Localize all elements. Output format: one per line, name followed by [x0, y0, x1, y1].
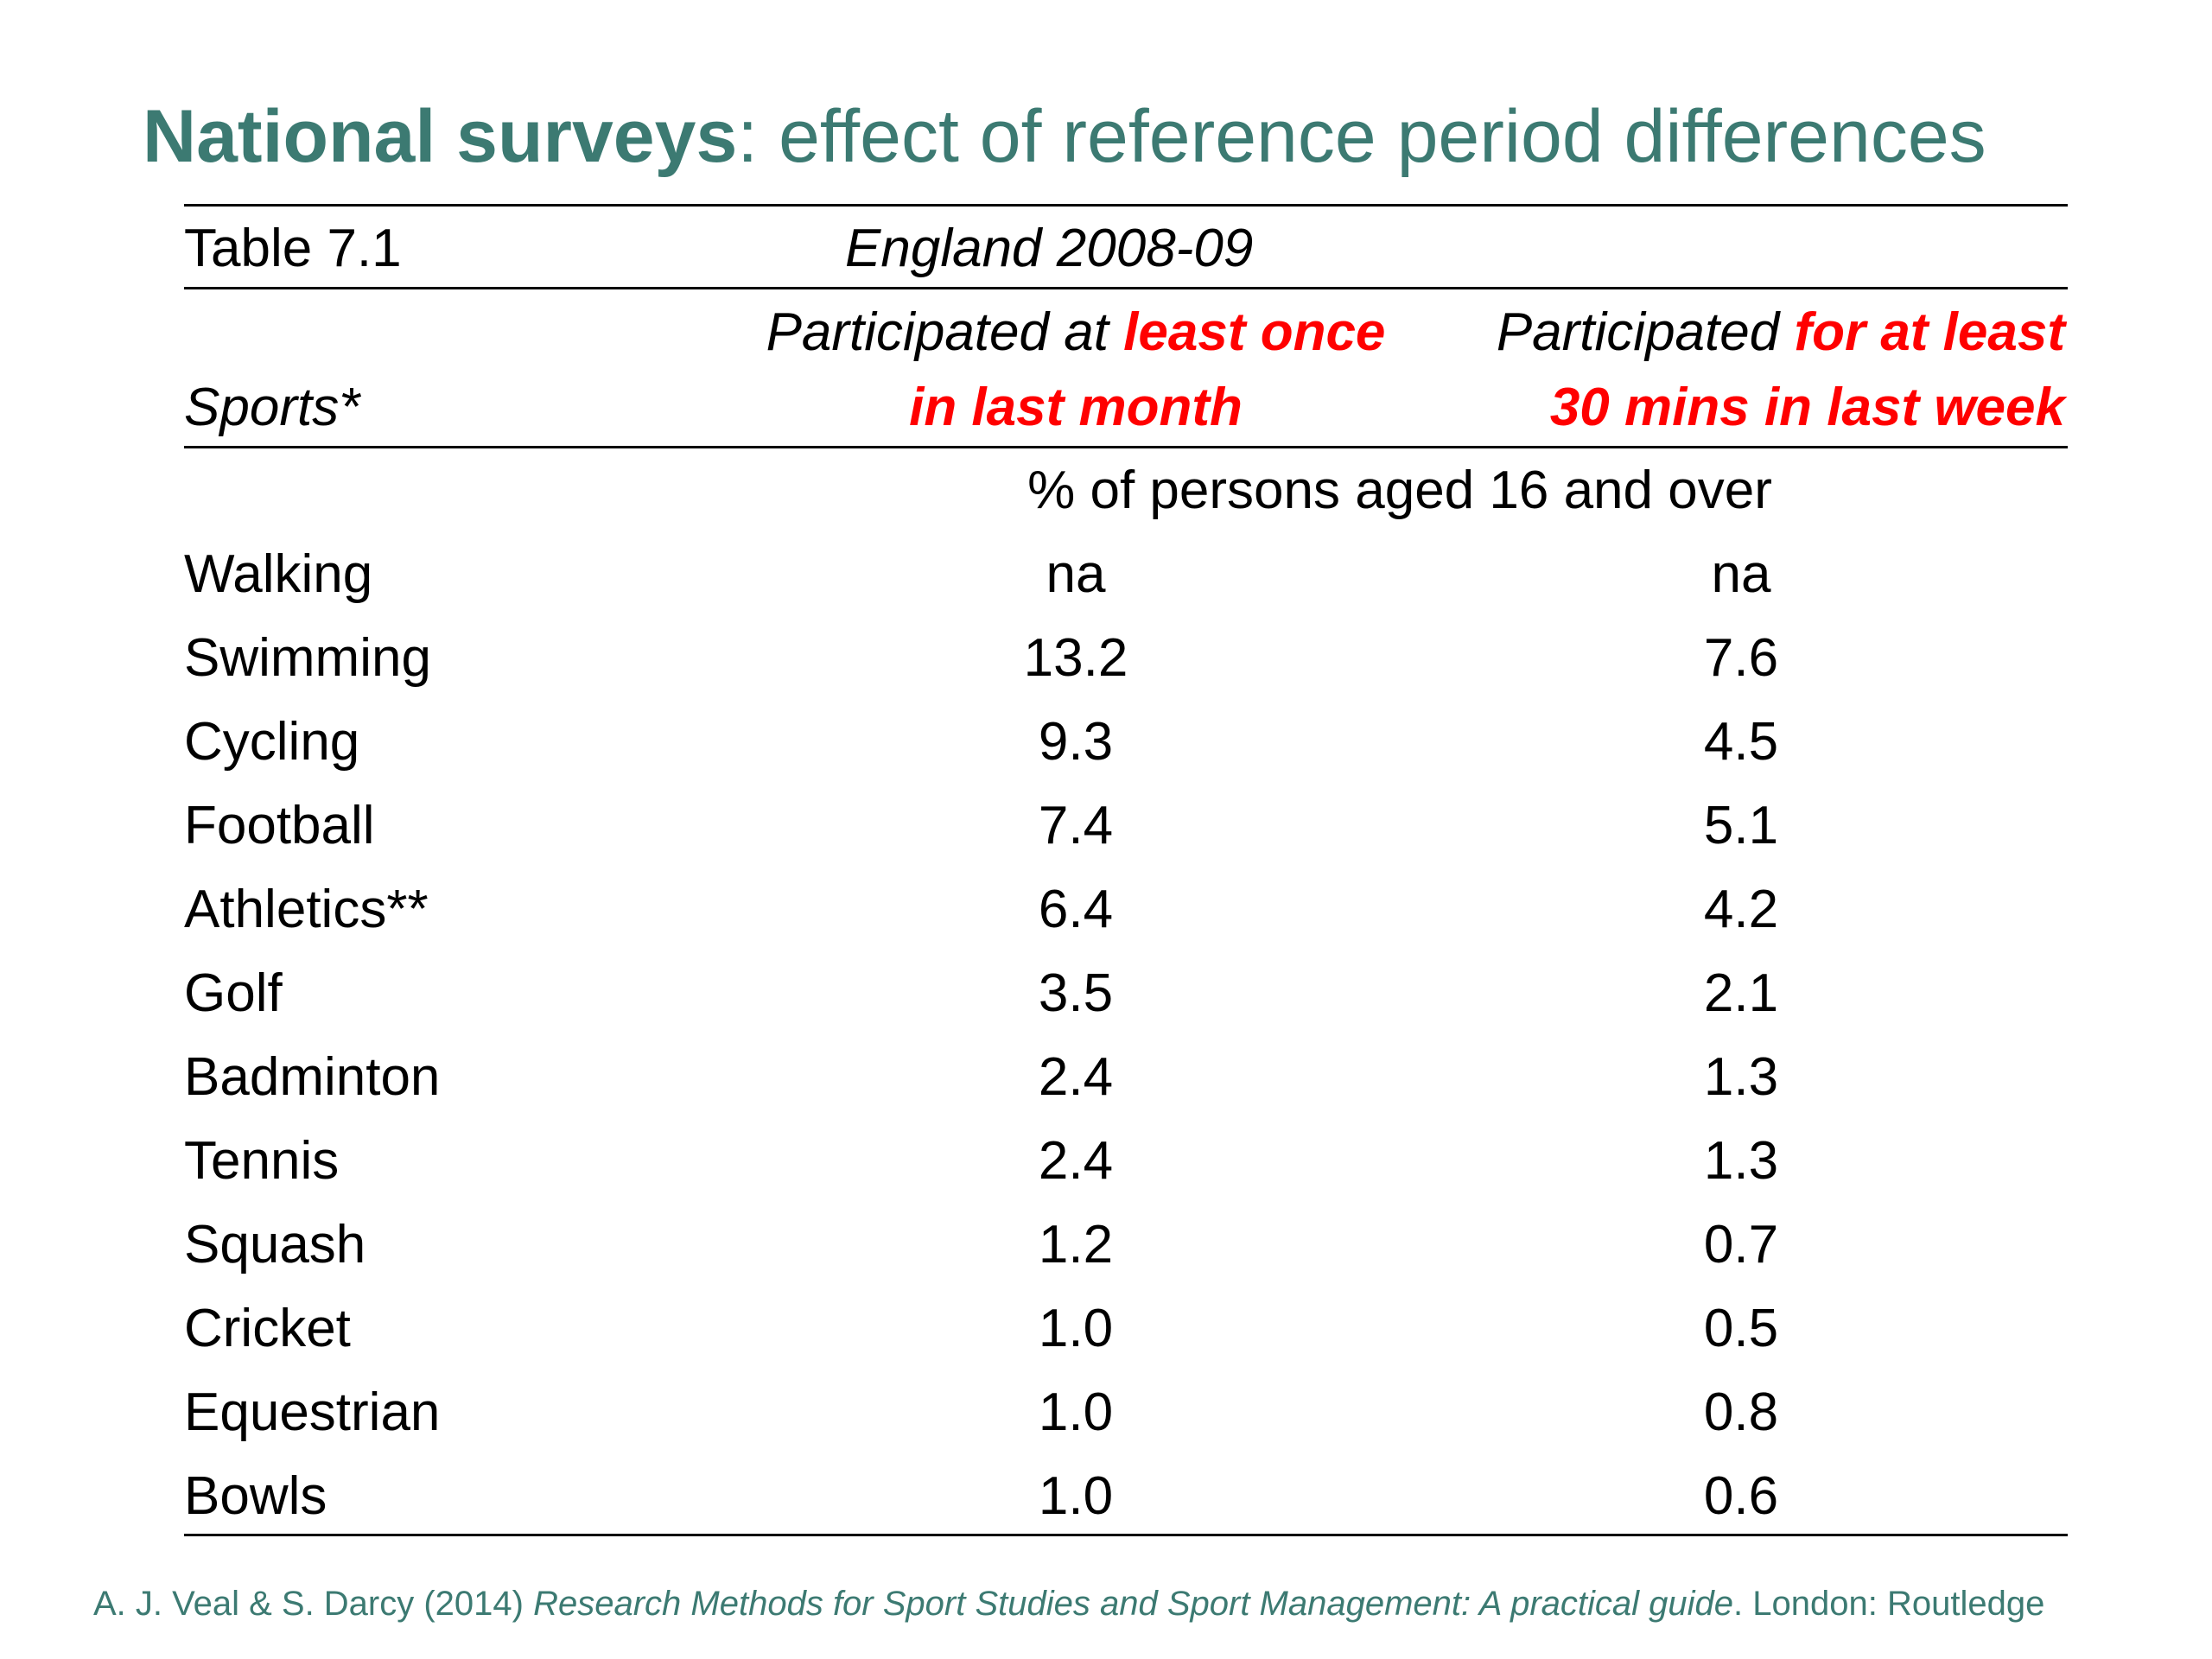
week-value: 7.6 [1703, 628, 1779, 688]
month-value: 2.4 [1038, 1047, 1114, 1107]
week-value: na [1711, 544, 1771, 604]
sport-name: Tennis [184, 1131, 340, 1191]
month-value: na [1046, 544, 1106, 604]
col1-header-line1: Participated at least once [734, 298, 1417, 367]
month-value: 3.5 [1038, 963, 1114, 1023]
table-header-rule [184, 446, 2068, 448]
week-value: 0.7 [1703, 1215, 1779, 1274]
sport-name: Cricket [184, 1299, 351, 1358]
month-value: 2.4 [1038, 1131, 1114, 1191]
citation-book: Research Methods for Sport Studies and S… [533, 1585, 1734, 1623]
week-value: 0.6 [1703, 1466, 1779, 1526]
col2-header-line2: 30 mins in last week [1549, 378, 2065, 437]
week-value: 4.2 [1703, 880, 1779, 939]
month-value: 1.0 [1038, 1299, 1114, 1358]
col1-header-line2: in last month [909, 378, 1243, 437]
sport-name: Walking [184, 544, 373, 604]
week-value: 0.8 [1703, 1382, 1779, 1442]
sport-name: Equestrian [184, 1382, 441, 1442]
table-region: England 2008-09 [845, 219, 1254, 278]
col1-header-highlight1: least once [1123, 302, 1386, 362]
month-value: 6.4 [1038, 880, 1114, 939]
sport-name: Swimming [184, 628, 431, 688]
citation-authors: A. J. Veal & S. Darcy (2014) [93, 1585, 534, 1623]
sport-name: Bowls [184, 1466, 327, 1526]
week-value: 0.5 [1703, 1299, 1779, 1358]
col2-header-line1: Participated for at least [1417, 298, 2065, 367]
col2-header-prefix: Participated [1496, 302, 1795, 362]
month-value: 9.3 [1038, 712, 1114, 772]
sport-name: Squash [184, 1215, 366, 1274]
sport-name: Football [184, 796, 375, 855]
table-number: Table 7.1 [184, 219, 402, 278]
month-value: 1.0 [1038, 1466, 1114, 1526]
sports-column-header: Sports* [184, 378, 360, 437]
month-value: 13.2 [1023, 628, 1128, 688]
table-top-rule [184, 204, 2068, 207]
sport-name: Badminton [184, 1047, 441, 1107]
month-value: 1.0 [1038, 1382, 1114, 1442]
sport-name: Golf [184, 963, 283, 1023]
week-value: 2.1 [1703, 963, 1779, 1023]
sport-name: Athletics** [184, 880, 429, 939]
week-value: 1.3 [1703, 1131, 1779, 1191]
table-region-rule [184, 287, 2068, 289]
week-value: 5.1 [1703, 796, 1779, 855]
col1-header-prefix: Participated at [766, 302, 1124, 362]
citation-publisher: . London: Routledge [1733, 1585, 2045, 1623]
title-bold: National surveys [143, 95, 738, 178]
units-row: % of persons aged 16 and over [1027, 461, 1772, 520]
month-value: 7.4 [1038, 796, 1114, 855]
table-bottom-rule [184, 1534, 2068, 1536]
title-rest: : effect of reference period differences [737, 95, 1986, 178]
col2-header-highlight1: for at least [1794, 302, 2065, 362]
citation: A. J. Veal & S. Darcy (2014) Research Me… [93, 1580, 2044, 1628]
slide-title: National surveys: effect of reference pe… [143, 93, 2130, 180]
week-value: 4.5 [1703, 712, 1779, 772]
month-value: 1.2 [1038, 1215, 1114, 1274]
sport-name: Cycling [184, 712, 360, 772]
week-value: 1.3 [1703, 1047, 1779, 1107]
